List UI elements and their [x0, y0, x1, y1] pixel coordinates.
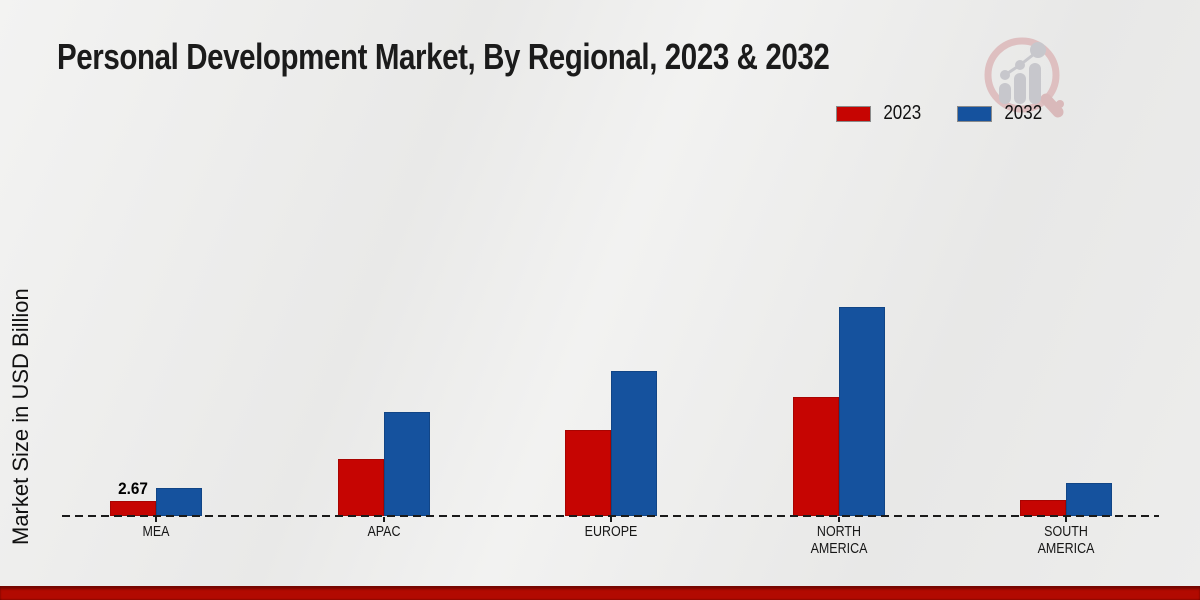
x-axis-tick-europe	[610, 517, 612, 522]
legend-label-2023: 2023	[883, 102, 922, 124]
bar-2032-europe	[611, 371, 657, 516]
x-axis-label-apac: APAC	[366, 524, 401, 540]
bar-2023-apac	[337, 459, 384, 516]
bar-2032-north-america	[838, 307, 885, 516]
legend-label-2032: 2032	[1003, 102, 1042, 124]
x-axis-tick-apac	[382, 517, 385, 522]
bar-2023-mea	[110, 501, 156, 516]
bar-2023-europe	[565, 430, 611, 516]
legend-swatch-2023	[836, 105, 871, 122]
x-axis-label-north-america: NORTH AMERICA	[810, 524, 867, 557]
bar-2023-south-america	[1020, 500, 1066, 516]
x-axis-baseline	[62, 515, 1159, 517]
x-axis-label-south-america: SOUTH AMERICA	[1037, 524, 1095, 557]
chart-title: Personal Development Market, By Regional…	[57, 36, 830, 77]
bar-2032-apac	[383, 412, 430, 516]
x-axis-label-mea: MEA	[142, 524, 170, 540]
value-label-2023-mea: 2.67	[118, 479, 148, 498]
footer-accent-bar	[0, 586, 1200, 600]
x-axis-label-europe: EUROPE	[584, 524, 638, 540]
x-axis-tick-mea	[155, 517, 157, 522]
legend: 2023 2032	[836, 102, 1045, 125]
legend-swatch-2032	[956, 105, 992, 122]
bar-2032-mea	[156, 488, 202, 516]
x-axis-tick-north-america	[837, 517, 840, 522]
magnifier-bar-chart-watermark-icon	[984, 37, 1064, 118]
bar-2032-south-america	[1066, 483, 1112, 516]
legend-item-2032: 2032	[956, 102, 1046, 125]
bar-2023-north-america	[792, 397, 839, 516]
legend-item-2023: 2023	[836, 102, 925, 125]
x-axis-tick-south-america	[1065, 517, 1067, 522]
